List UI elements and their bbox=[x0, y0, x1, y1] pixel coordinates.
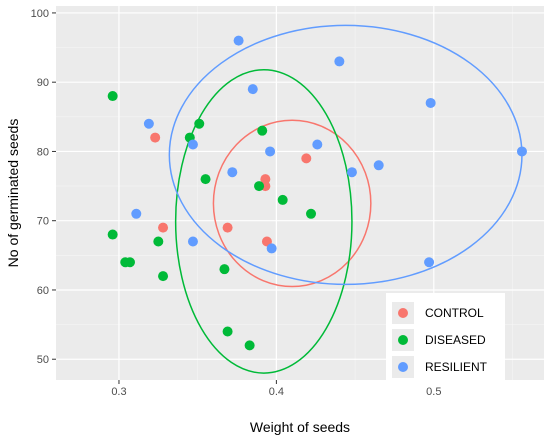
tick-labels: 0.3 0.4 0.5 50 60 70 80 90 100 bbox=[31, 8, 442, 398]
point-control bbox=[260, 174, 271, 185]
point-resilient bbox=[312, 139, 323, 150]
ellipse-control bbox=[212, 119, 372, 288]
legend-key-diseased bbox=[398, 335, 408, 345]
point-diseased bbox=[254, 181, 265, 192]
point-resilient bbox=[516, 146, 527, 157]
point-diseased bbox=[107, 91, 118, 102]
legend-label: CONTROL bbox=[425, 306, 484, 320]
point-resilient bbox=[334, 56, 345, 67]
x-axis-title: Weight of seeds bbox=[250, 419, 350, 435]
point-diseased bbox=[222, 326, 233, 337]
legend-label: RESILIENT bbox=[425, 360, 488, 374]
x-tick-label: 0.5 bbox=[426, 386, 441, 398]
point-resilient bbox=[346, 167, 357, 178]
y-tick-label: 80 bbox=[37, 146, 49, 158]
point-diseased bbox=[244, 340, 255, 351]
point-resilient bbox=[187, 236, 198, 247]
point-diseased bbox=[107, 229, 118, 240]
ellipse-diseased bbox=[174, 68, 353, 374]
point-diseased bbox=[277, 194, 288, 205]
point-control bbox=[222, 222, 233, 233]
legend: CONTROL DISEASED RESILIENT bbox=[386, 293, 505, 385]
legend-key-resilient bbox=[398, 362, 408, 372]
x-tick-label: 0.4 bbox=[269, 386, 284, 398]
point-resilient bbox=[424, 257, 435, 268]
point-control bbox=[150, 132, 161, 143]
point-resilient bbox=[233, 35, 244, 46]
point-resilient bbox=[266, 243, 277, 254]
y-tick-label: 100 bbox=[31, 8, 49, 20]
point-control bbox=[158, 222, 169, 233]
legend-key-control bbox=[398, 308, 408, 318]
point-control bbox=[301, 153, 312, 164]
point-diseased bbox=[153, 236, 164, 247]
point-diseased bbox=[124, 257, 135, 268]
point-diseased bbox=[194, 118, 205, 129]
point-diseased bbox=[306, 208, 317, 219]
point-resilient bbox=[187, 139, 198, 150]
y-tick-label: 70 bbox=[37, 216, 49, 228]
point-resilient bbox=[425, 97, 436, 108]
legend-label: DISEASED bbox=[425, 333, 486, 347]
y-tick-label: 60 bbox=[37, 285, 49, 297]
point-diseased bbox=[219, 264, 230, 275]
point-diseased bbox=[200, 174, 211, 185]
point-resilient bbox=[373, 160, 384, 171]
point-diseased bbox=[257, 125, 268, 136]
data-points bbox=[107, 35, 527, 351]
point-resilient bbox=[247, 84, 258, 95]
y-axis-title: No of germinated seeds bbox=[5, 119, 21, 268]
y-tick-label: 50 bbox=[37, 354, 49, 366]
point-resilient bbox=[265, 146, 276, 157]
point-resilient bbox=[227, 167, 238, 178]
y-tick-label: 90 bbox=[37, 77, 49, 89]
point-diseased bbox=[158, 271, 169, 282]
x-tick-label: 0.3 bbox=[111, 386, 126, 398]
point-resilient bbox=[131, 208, 142, 219]
point-resilient bbox=[143, 118, 154, 129]
